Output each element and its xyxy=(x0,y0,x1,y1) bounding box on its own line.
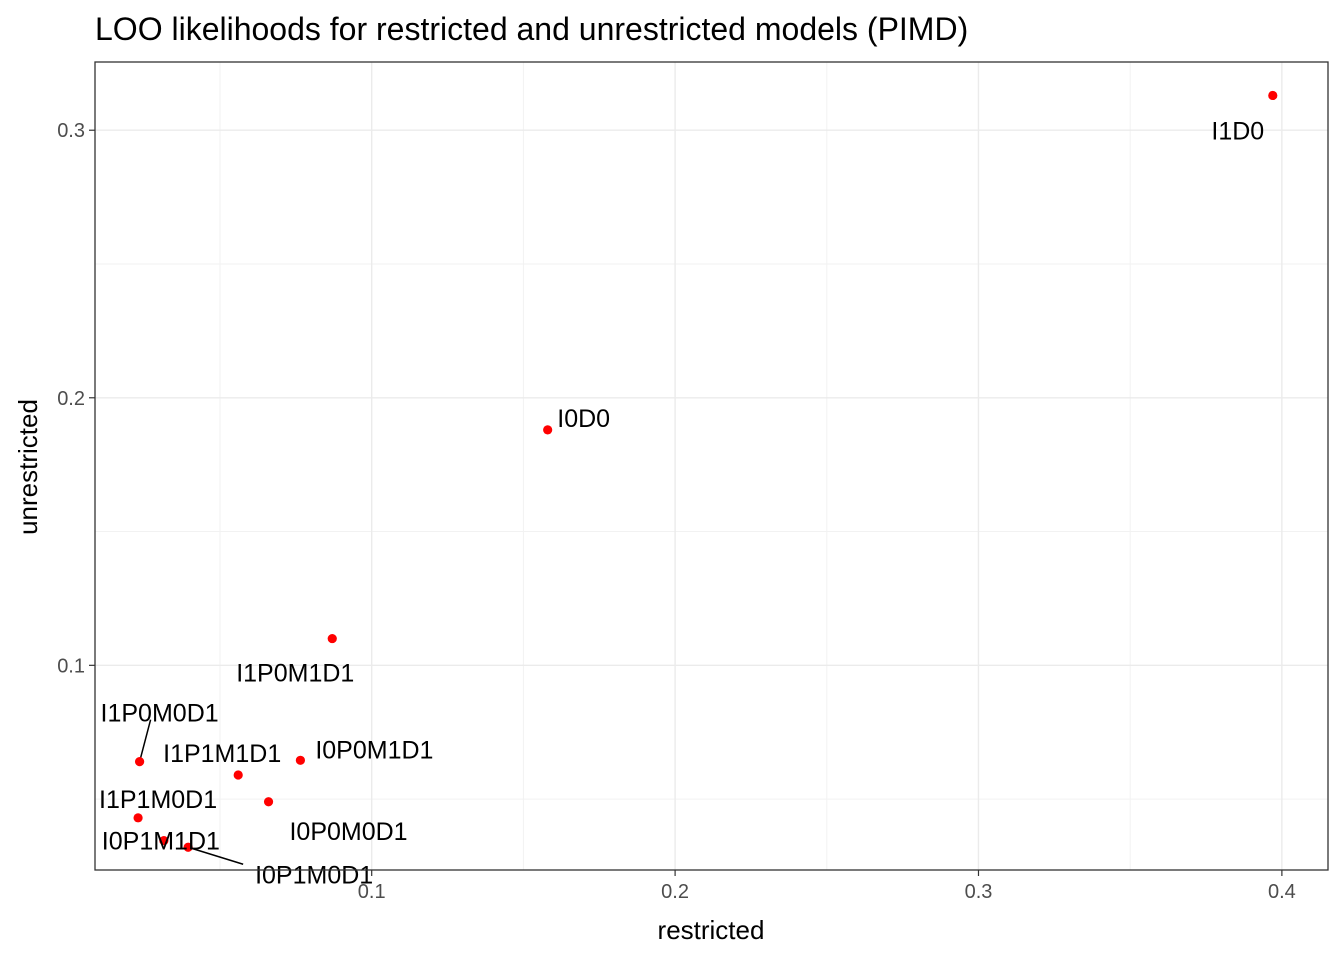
y-tick-label: 0.2 xyxy=(57,388,85,410)
point-label: I1P0M0D1 xyxy=(101,700,219,728)
data-point xyxy=(133,813,143,823)
point-label: I0D0 xyxy=(557,405,610,433)
data-point xyxy=(1268,90,1278,101)
data-point xyxy=(134,757,145,767)
x-tick-label: 0.2 xyxy=(661,881,689,903)
data-point xyxy=(159,835,169,846)
data-point xyxy=(327,633,337,644)
label-leader-line xyxy=(138,719,152,762)
data-point xyxy=(183,842,193,852)
point-label: I1P0M1D1 xyxy=(236,660,354,688)
y-tick-label: 0.1 xyxy=(57,655,85,677)
x-tick-label: 0.4 xyxy=(1268,881,1296,903)
plot-area: 0.1 0.2 0.3 0.4 0.1 0.2 0.3 I1D0 I0D0 I1P0M1D1 I1P… xyxy=(57,61,1329,903)
point-label: I0P1M1D1 xyxy=(102,828,220,856)
data-point xyxy=(543,425,553,435)
chart-title: LOO likelihoods for restricted and unres… xyxy=(95,11,968,47)
label-leader-line xyxy=(187,846,244,865)
point-label: I1D0 xyxy=(1211,117,1264,145)
point-label: I1P1M1D1 xyxy=(163,740,281,768)
data-point xyxy=(233,770,243,780)
x-tick-label: 0.3 xyxy=(965,881,993,903)
point-label: I0P0M0D1 xyxy=(289,818,407,846)
y-tick-label: 0.3 xyxy=(57,120,85,142)
data-point xyxy=(295,755,305,765)
point-label: I0P1M0D1 xyxy=(255,861,373,889)
data-point xyxy=(263,797,274,807)
point-label: I0P0M1D1 xyxy=(315,736,433,764)
y-axis-title: unrestricted xyxy=(13,399,43,535)
x-tick-label: 0.1 xyxy=(358,881,386,903)
point-label: I1P1M0D1 xyxy=(99,786,217,814)
plot-panel xyxy=(95,62,1328,870)
plot-border xyxy=(94,61,1329,871)
x-axis-title: restricted xyxy=(658,915,765,945)
